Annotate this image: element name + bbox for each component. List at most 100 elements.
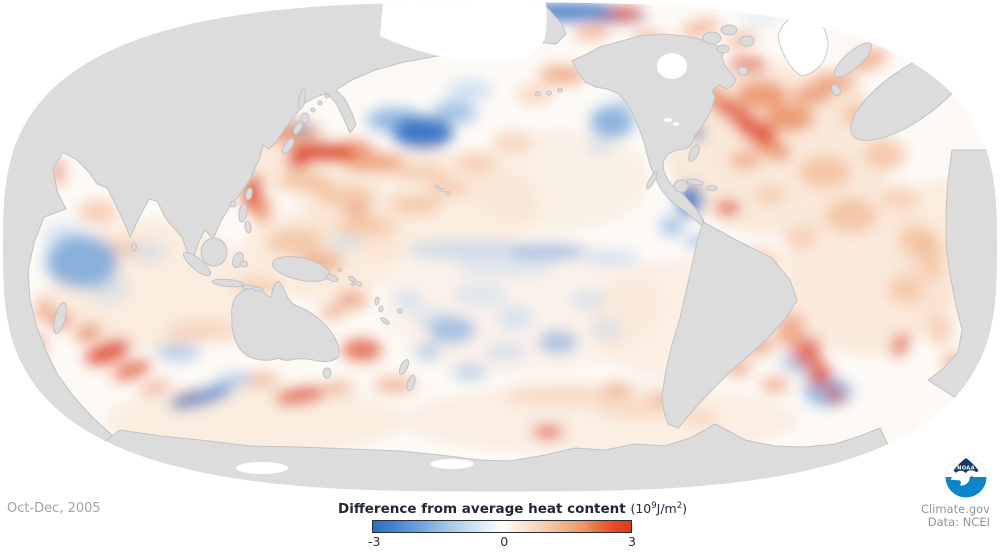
anomaly-blob (74, 324, 102, 342)
island (338, 268, 342, 272)
anomaly-blob (428, 316, 476, 344)
island (183, 251, 211, 277)
ice-patch (664, 118, 672, 122)
anomaly-blob (532, 424, 564, 440)
island (434, 185, 440, 189)
anomaly-blob (455, 260, 555, 276)
island (347, 275, 357, 283)
anomaly-blob (279, 172, 331, 192)
island (355, 281, 363, 287)
ice-patch (673, 122, 679, 126)
anomaly-blob (587, 137, 613, 155)
island (439, 188, 445, 192)
anomaly-blob (139, 380, 171, 396)
ice-layer (236, 2, 829, 474)
anomaly-blob (590, 106, 634, 138)
anomaly-blob (340, 152, 404, 172)
anomaly-blob (590, 320, 622, 340)
anomaly-blob (492, 132, 532, 152)
anomaly-blob (78, 200, 118, 224)
island (688, 144, 700, 162)
seagull-icon (950, 470, 981, 486)
anomaly-blob (799, 156, 851, 188)
island (546, 90, 552, 96)
anomaly-blob (574, 25, 610, 39)
island (281, 137, 295, 155)
ice-patch (430, 459, 474, 469)
island (702, 31, 722, 45)
anomaly-blob (342, 202, 374, 218)
island (406, 374, 416, 392)
island (244, 220, 252, 234)
anomaly-blob (406, 241, 530, 259)
anomaly-blob (452, 283, 508, 307)
anomaly-blob (863, 141, 907, 169)
data-source-label: Data: NCEI (927, 514, 990, 529)
island (737, 66, 749, 76)
anomaly-blob (508, 244, 588, 260)
anomaly-blob (793, 336, 823, 368)
colorbar-legend: Difference from average heat content (10… (338, 501, 687, 549)
anomaly-blob (415, 344, 441, 360)
anomaly-blob (426, 178, 470, 198)
island (378, 305, 384, 313)
colorbar-title: Difference from average heat content (10… (338, 501, 687, 517)
anomaly-blob (448, 80, 492, 100)
anomaly-blob (538, 330, 578, 354)
land-eurasia-africa (3, 2, 567, 471)
anomaly-blob (766, 104, 814, 132)
attribution: Climate.gov Data: NCEI (921, 503, 990, 528)
island (298, 88, 306, 110)
ice-patch (657, 53, 687, 79)
island (200, 237, 228, 267)
anomaly-blob (729, 151, 761, 169)
anomaly-blob (130, 242, 166, 262)
anomaly-blob (716, 201, 740, 215)
anomaly-blob (286, 155, 310, 169)
anomaly-blob (322, 381, 354, 395)
anomaly-blob (46, 236, 118, 288)
island (346, 297, 350, 301)
island (673, 179, 689, 193)
anomaly-blob (389, 195, 441, 215)
anomaly-blob (735, 115, 777, 145)
island (322, 367, 332, 379)
island (324, 93, 330, 99)
climate-gov-link[interactable]: Climate.gov (920, 502, 990, 516)
island (310, 107, 316, 113)
anomaly-blob (470, 130, 650, 230)
noaa-logo: NOAA (945, 456, 987, 498)
anomaly-blob (570, 290, 606, 310)
land-australia (231, 280, 340, 363)
anomaly-blob (393, 117, 453, 149)
ice-patch (236, 462, 288, 474)
anomaly-blob (517, 86, 553, 104)
anomaly-blob (890, 332, 910, 358)
anomaly-blob (392, 164, 448, 180)
anomaly-blob (684, 412, 716, 424)
anomaly-blob (113, 359, 151, 381)
island (238, 203, 248, 223)
land-antarctica (79, 423, 901, 492)
island (646, 170, 658, 190)
island (720, 24, 738, 36)
anomaly-blob (680, 19, 720, 37)
anomaly-blob (808, 363, 832, 387)
island (397, 308, 403, 314)
anomaly-blob (315, 184, 375, 208)
anomaly-blob (169, 386, 231, 410)
island (300, 112, 310, 124)
island (380, 317, 390, 325)
island (325, 274, 339, 282)
island (317, 100, 323, 106)
anomaly-blob (433, 100, 477, 124)
island (131, 242, 137, 252)
anomaly-blob (267, 228, 323, 256)
island (833, 42, 873, 78)
land-north-america (571, 33, 737, 231)
island (535, 91, 541, 97)
anomaly-blob (784, 228, 816, 248)
arctic-ice-cap (380, 2, 547, 62)
anomaly-blob (928, 316, 952, 344)
colorbar-units: (109J/m2) (630, 501, 688, 517)
